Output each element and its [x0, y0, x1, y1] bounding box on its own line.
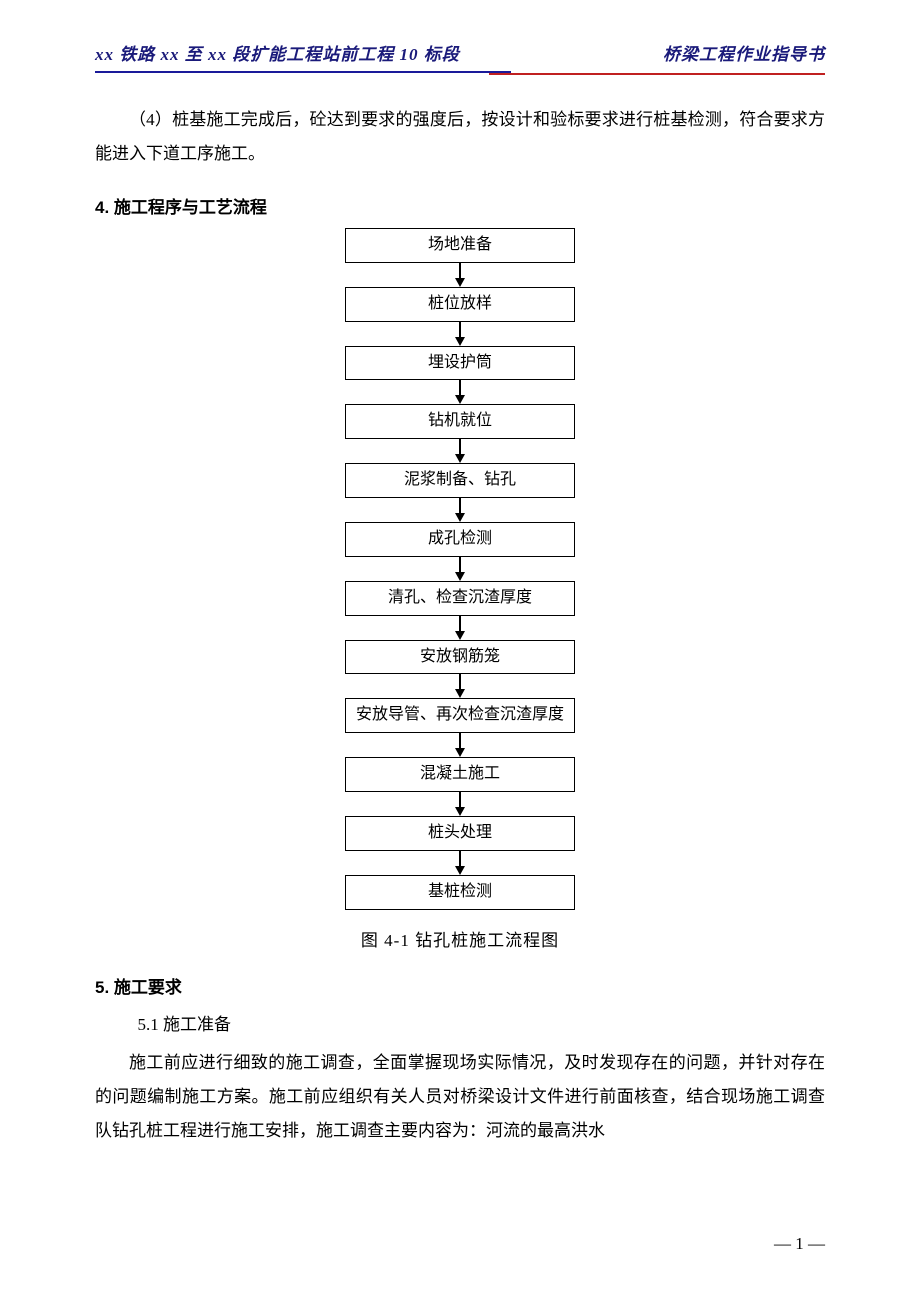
flow-node-9: 混凝土施工: [345, 757, 575, 792]
paragraph-4: （4）桩基施工完成后，砼达到要求的强度后，按设计和验标要求进行桩基检测，符合要求…: [95, 103, 825, 171]
flow-node-0: 场地准备: [345, 228, 575, 263]
flow-arrow: [455, 380, 465, 404]
page-number: 1: [795, 1234, 804, 1253]
flow-arrow: [455, 851, 465, 875]
flow-node-5: 成孔检测: [345, 522, 575, 557]
flowchart-container: 场地准备 桩位放样 埋设护筒 钻机就位 泥浆制备、钻孔 成孔检测 清孔、检查沉渣…: [95, 228, 825, 910]
section-4-heading: 4. 施工程序与工艺流程: [95, 193, 825, 218]
section-5-paragraph-text: 施工前应进行细致的施工调查，全面掌握现场实际情况，及时发现存在的问题，并针对存在…: [95, 1046, 825, 1148]
section-5-1-label: 5.1 施工准备: [95, 1008, 825, 1042]
flow-node-1: 桩位放样: [345, 287, 575, 322]
header-divider: [95, 71, 825, 75]
flow-arrow: [455, 263, 465, 287]
flow-node-8: 安放导管、再次检查沉渣厚度: [345, 698, 575, 733]
header-divider-blue: [95, 71, 511, 73]
flow-node-3: 钻机就位: [345, 404, 575, 439]
page-container: xx 铁路 xx 至 xx 段扩能工程站前工程 10 标段 桥梁工程作业指导书 …: [0, 0, 920, 1208]
paragraph-4-text: 桩基施工完成后，砼达到要求的强度后，按设计和验标要求进行桩基检测，符合要求方能进…: [95, 110, 825, 163]
flowchart-caption: 图 4-1 钻孔桩施工流程图: [95, 926, 825, 951]
flow-arrow: [455, 792, 465, 816]
flow-arrow: [455, 674, 465, 698]
flow-node-11: 基桩检测: [345, 875, 575, 910]
section-5-heading: 5. 施工要求: [95, 973, 825, 998]
paragraph-4-prefix: （4）: [129, 110, 172, 129]
flow-arrow: [455, 498, 465, 522]
flow-arrow: [455, 322, 465, 346]
flow-node-10: 桩头处理: [345, 816, 575, 851]
section-5-paragraph: 施工前应进行细致的施工调查，全面掌握现场实际情况，及时发现存在的问题，并针对存在…: [95, 1046, 825, 1148]
flow-node-7: 安放钢筋笼: [345, 640, 575, 675]
header-right-text: 桥梁工程作业指导书: [663, 40, 825, 65]
header-divider-red: [489, 73, 825, 75]
flow-arrow: [455, 439, 465, 463]
flow-node-4: 泥浆制备、钻孔: [345, 463, 575, 498]
flow-node-6: 清孔、检查沉渣厚度: [345, 581, 575, 616]
page-header: xx 铁路 xx 至 xx 段扩能工程站前工程 10 标段 桥梁工程作业指导书: [95, 40, 825, 69]
flow-node-2: 埋设护筒: [345, 346, 575, 381]
flow-arrow: [455, 733, 465, 757]
page-footer: — 1 —: [774, 1234, 825, 1254]
flow-arrow: [455, 616, 465, 640]
flow-arrow: [455, 557, 465, 581]
header-left-text: xx 铁路 xx 至 xx 段扩能工程站前工程 10 标段: [95, 40, 460, 65]
